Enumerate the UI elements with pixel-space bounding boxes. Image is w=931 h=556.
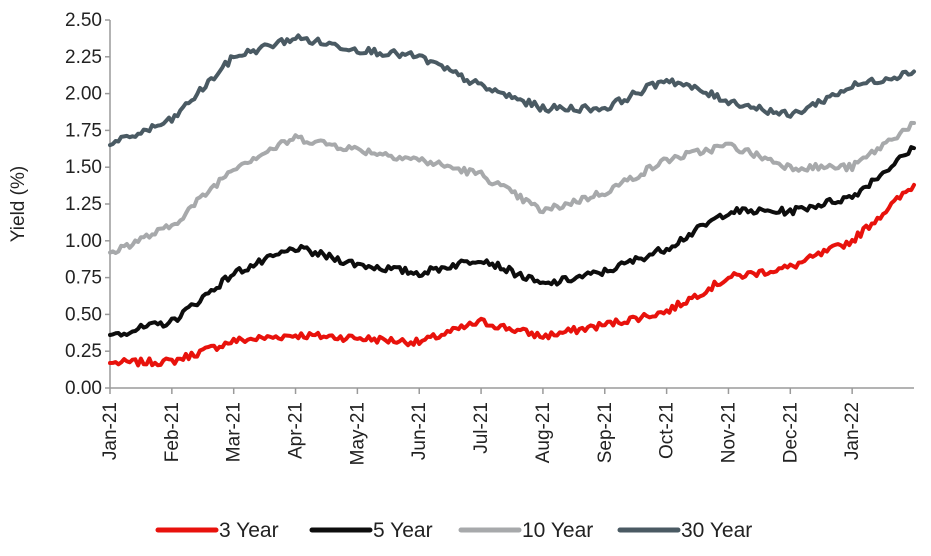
legend-label: 30 Year [681, 519, 752, 542]
series-line-1 [108, 182, 916, 368]
y-tick-label: 0.50 [65, 304, 102, 325]
y-tick-label: 0.25 [65, 341, 102, 362]
y-ticks: 0.00 0.25 0.50 0.75 1.00 1.25 1.50 1.75 2.00 2.25… [65, 10, 110, 399]
series-lines [108, 33, 916, 368]
legend: 3 Year 5 Year 10 Year 30 Year [155, 519, 752, 542]
x-tick-label: Sep-21 [595, 402, 616, 463]
legend-label: 3 Year [219, 519, 279, 542]
series-line-3 [108, 120, 916, 255]
y-tick-label: 1.00 [65, 231, 102, 252]
x-tick-label: Jan-21 [100, 402, 121, 460]
x-ticks: Jan-21 Feb-21 Mar-21 Apr-21 May-21 Jun-21 Jul-… [100, 388, 863, 465]
legend-label: 10 Year [522, 519, 593, 542]
series-line-4 [108, 33, 916, 148]
y-tick-label: 2.25 [65, 47, 102, 68]
y-axis-title: Yield (%) [8, 166, 29, 242]
y-tick-label: 2.00 [65, 84, 102, 105]
x-tick-label: Feb-21 [162, 402, 183, 462]
y-tick-label: 2.50 [65, 10, 102, 31]
y-tick-label: 1.50 [65, 157, 102, 178]
y-tick-label: 0.75 [65, 268, 102, 289]
x-tick-label: Dec-21 [780, 402, 801, 463]
x-tick-label: Mar-21 [224, 402, 245, 462]
x-tick-label: Jul-21 [471, 402, 492, 454]
legend-label: 5 Year [373, 519, 433, 542]
x-tick-label: Jan-22 [842, 402, 863, 460]
x-tick-label: Apr-21 [286, 402, 307, 459]
x-tick-label: Nov-21 [718, 402, 739, 463]
series-line-2 [108, 145, 916, 338]
x-tick-label: Aug-21 [533, 402, 554, 463]
x-tick-label: May-21 [347, 402, 368, 465]
y-tick-label: 1.75 [65, 120, 102, 141]
y-tick-label: 0.00 [65, 378, 102, 399]
x-tick-label: Jun-21 [409, 402, 430, 460]
x-tick-label: Oct-21 [657, 402, 678, 459]
y-tick-label: 1.25 [65, 194, 102, 215]
